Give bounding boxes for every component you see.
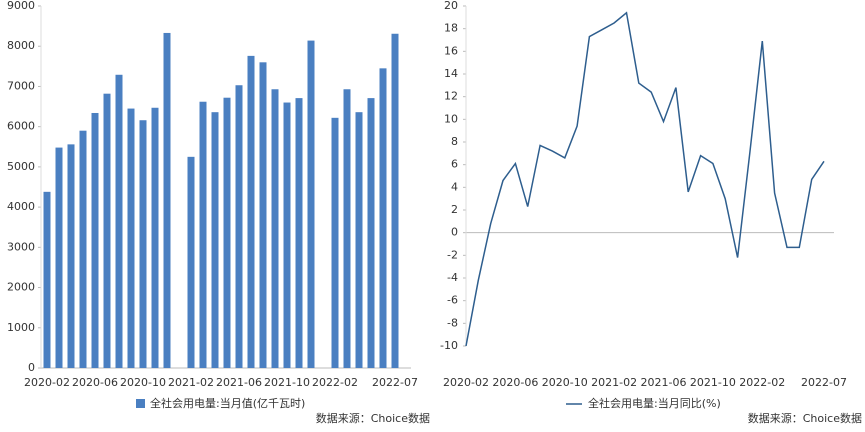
y-tick-label: 12 — [444, 90, 458, 103]
bar — [391, 33, 399, 369]
bar — [43, 191, 51, 368]
x-tick-label: 2021-06 — [641, 376, 687, 389]
bar — [139, 120, 147, 368]
y-tick-label: -10 — [440, 339, 458, 352]
source-note: 数据来源：Choice数据 — [748, 411, 862, 425]
bar — [223, 97, 231, 368]
y-tick-label: 4000 — [7, 200, 35, 213]
bar — [307, 40, 315, 368]
x-tick-label: 2022-02 — [739, 376, 785, 389]
x-tick-label: 2022-07 — [801, 376, 847, 389]
bar — [55, 147, 63, 368]
x-tick-label: 2021-06 — [216, 376, 262, 389]
y-tick-label: 9000 — [7, 0, 35, 12]
y-tick-label: 8000 — [7, 39, 35, 52]
y-tick-label: 1000 — [7, 321, 35, 334]
bar — [367, 98, 375, 368]
legend-label: 全社会用电量:当月值(亿千瓦时) — [150, 396, 305, 410]
bar — [379, 68, 387, 368]
y-tick-label: 5000 — [7, 160, 35, 173]
bar — [199, 101, 207, 369]
y-tick-label: -6 — [447, 294, 458, 307]
bar — [151, 107, 159, 369]
bar — [79, 130, 87, 368]
y-tick-label: 20 — [444, 0, 458, 12]
bar — [283, 102, 291, 369]
line — [465, 11, 825, 347]
source-note: 数据来源：Choice数据 — [316, 411, 430, 425]
y-tick-label: 2 — [451, 203, 458, 216]
legend-label: 全社会用电量:当月同比(%) — [588, 396, 721, 410]
y-tick-label: 4 — [451, 180, 458, 193]
bar — [355, 112, 363, 368]
y-tick-label: 6 — [451, 158, 458, 171]
x-tick-label: 2020-06 — [72, 376, 118, 389]
x-tick-label: 2020-10 — [542, 376, 588, 389]
bar — [295, 98, 303, 368]
y-tick-label: 10 — [444, 112, 458, 125]
x-tick-label: 2021-10 — [690, 376, 736, 389]
bar — [187, 156, 195, 368]
bar — [67, 144, 75, 368]
y-tick-label: 18 — [444, 22, 458, 35]
x-tick-label: 2020-10 — [120, 376, 166, 389]
y-tick-label: 8 — [451, 135, 458, 148]
y-tick-label: 0 — [28, 361, 35, 374]
y-tick-label: -2 — [447, 248, 458, 261]
bar — [271, 89, 279, 368]
bar — [247, 55, 255, 369]
bar — [127, 108, 135, 369]
y-tick-label: -4 — [447, 271, 458, 284]
x-tick-label: 2021-02 — [591, 376, 637, 389]
bar — [211, 112, 219, 368]
bar — [343, 89, 351, 368]
bar — [115, 74, 123, 368]
bar — [235, 85, 243, 368]
y-tick-label: 16 — [444, 44, 458, 57]
y-tick-label: 2000 — [7, 281, 35, 294]
bar — [331, 117, 339, 368]
x-tick-label: 2021-02 — [168, 376, 214, 389]
x-tick-label: 2022-02 — [312, 376, 358, 389]
y-tick-label: -8 — [447, 316, 458, 329]
bar — [91, 112, 99, 368]
legend-swatch — [136, 399, 145, 408]
x-tick-label: 2020-02 — [443, 376, 489, 389]
x-tick-label: 2022-07 — [372, 376, 418, 389]
x-tick-label: 2020-02 — [24, 376, 70, 389]
x-tick-label: 2021-10 — [264, 376, 310, 389]
y-tick-label: 7000 — [7, 79, 35, 92]
bar — [163, 32, 171, 369]
y-tick-label: 0 — [451, 226, 458, 239]
x-tick-label: 2020-06 — [492, 376, 538, 389]
bar — [103, 93, 111, 368]
y-tick-label: 14 — [444, 67, 458, 80]
y-tick-label: 3000 — [7, 240, 35, 253]
bar — [259, 62, 267, 369]
y-tick-label: 6000 — [7, 120, 35, 133]
